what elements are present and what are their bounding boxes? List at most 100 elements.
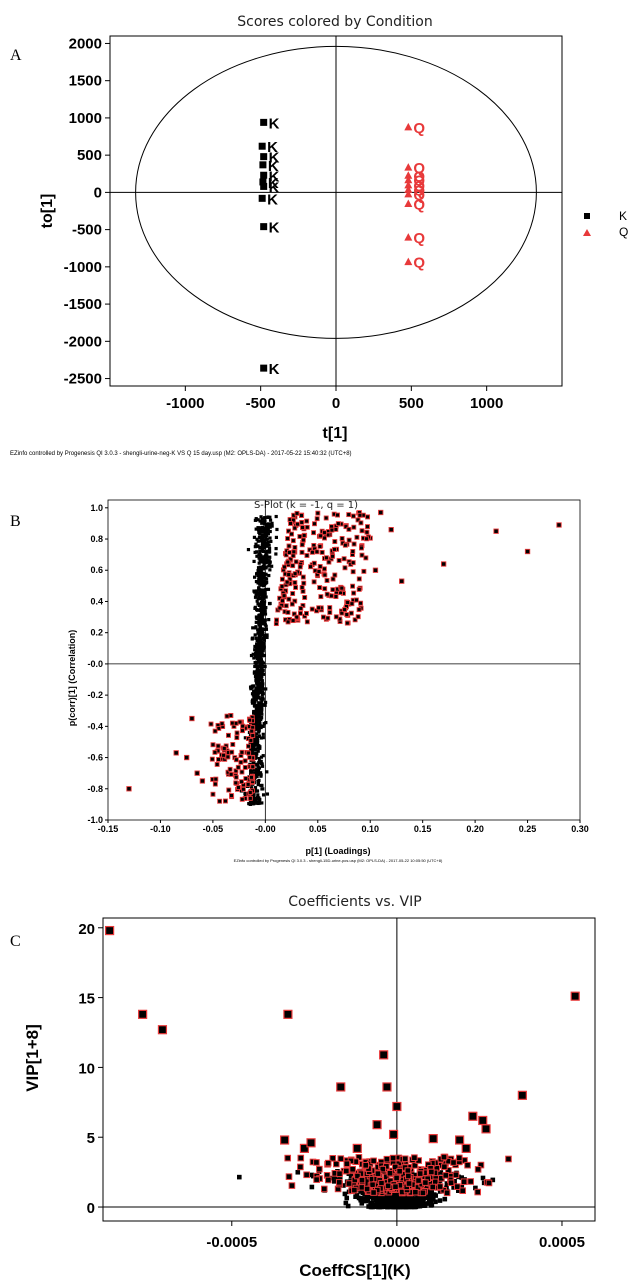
y-tick-label-a: 0 bbox=[94, 184, 102, 201]
variable-point-core bbox=[260, 764, 265, 768]
variable-point-core bbox=[255, 763, 259, 767]
labeled-variable-point bbox=[468, 1111, 478, 1121]
significant-variable-point bbox=[411, 1154, 418, 1161]
significant-variable-point bbox=[355, 517, 361, 523]
labeled-variable-point bbox=[372, 1120, 382, 1130]
significant-variable-point bbox=[216, 725, 222, 731]
variable-point-core bbox=[256, 691, 260, 695]
x-tick-label-c: 0.0000 bbox=[374, 1234, 420, 1251]
point-label-q: Q bbox=[413, 173, 425, 190]
variable-point-core bbox=[268, 568, 272, 572]
labeled-variable-point bbox=[299, 1143, 310, 1153]
variable-point-core bbox=[257, 579, 261, 583]
significant-variable-point bbox=[416, 1170, 424, 1177]
y-tick-label-b: -1.0 bbox=[87, 815, 103, 825]
variable-point-core bbox=[254, 615, 259, 619]
significant-variable-point bbox=[378, 1179, 385, 1187]
variable-point-core bbox=[265, 560, 269, 564]
significant-variable-point bbox=[440, 1153, 448, 1161]
significant-variable-point bbox=[290, 517, 296, 523]
variable-point-core bbox=[260, 600, 264, 604]
labeled-variable-point bbox=[388, 1129, 399, 1140]
significant-variable-point bbox=[285, 619, 291, 625]
variable-point-core bbox=[259, 710, 263, 714]
variable-point-core bbox=[252, 671, 257, 675]
significant-variable-point bbox=[364, 529, 370, 535]
point-label-q: Q bbox=[413, 197, 425, 214]
significant-variable-point bbox=[374, 1170, 382, 1177]
variable-point-core bbox=[259, 654, 263, 658]
significant-variable-point bbox=[250, 764, 256, 770]
significant-variable-point bbox=[215, 743, 221, 749]
significant-variable-point bbox=[294, 614, 300, 620]
significant-variable-point bbox=[225, 754, 231, 760]
point-q bbox=[404, 185, 413, 193]
significant-variable-point bbox=[309, 549, 315, 555]
significant-variable-point bbox=[293, 585, 299, 590]
variable-point-core bbox=[259, 724, 263, 728]
variable-point-core bbox=[456, 1188, 461, 1194]
significant-variable-point bbox=[412, 1188, 419, 1196]
outlier-variable-point bbox=[399, 578, 405, 584]
points-c bbox=[105, 925, 580, 1210]
variable-point-core bbox=[251, 626, 255, 630]
variable-point-core bbox=[420, 1203, 426, 1208]
variable-point-core bbox=[261, 654, 265, 658]
y-tick-label-b: -0.8 bbox=[87, 784, 103, 794]
significant-variable-point bbox=[354, 534, 360, 540]
variable-point-core bbox=[255, 669, 260, 673]
variable-point-core bbox=[254, 755, 258, 759]
variable-point-core bbox=[258, 683, 262, 687]
point-label-q: Q bbox=[413, 178, 425, 195]
significant-variable-point bbox=[456, 1154, 463, 1162]
significant-variable-point bbox=[210, 742, 216, 748]
variable-point-core bbox=[262, 647, 266, 651]
variable-point-core bbox=[274, 535, 279, 539]
significant-variable-point bbox=[233, 780, 239, 786]
variable-point-core bbox=[260, 606, 264, 610]
variable-point-core bbox=[260, 661, 264, 666]
point-label-k: K bbox=[269, 179, 280, 196]
variable-point-core bbox=[252, 701, 256, 705]
variable-point-core bbox=[258, 555, 263, 559]
significant-variable-point bbox=[354, 1172, 361, 1180]
variable-point-core bbox=[391, 1199, 397, 1205]
significant-variable-point bbox=[235, 764, 241, 770]
variable-point-core bbox=[451, 1185, 456, 1190]
significant-variable-point bbox=[240, 786, 246, 792]
significant-variable-point bbox=[319, 549, 325, 555]
variable-point-core bbox=[265, 526, 270, 530]
significant-variable-point bbox=[247, 795, 253, 801]
variable-point-core bbox=[256, 544, 260, 548]
variable-point-core bbox=[490, 1177, 496, 1183]
variable-point-core bbox=[264, 595, 268, 599]
variable-point-core bbox=[262, 638, 266, 642]
variable-point-core bbox=[261, 545, 265, 549]
variable-point-core bbox=[254, 572, 259, 576]
variable-point-core bbox=[267, 523, 272, 527]
variable-point-core bbox=[429, 1202, 435, 1208]
significant-variable-point bbox=[485, 1179, 493, 1187]
significant-variable-point bbox=[233, 757, 239, 763]
variable-point-core bbox=[251, 748, 255, 752]
variable-point-core bbox=[257, 630, 261, 634]
significant-variable-point bbox=[356, 586, 362, 592]
y-axis-label-c: VIP[1+8] bbox=[23, 1024, 42, 1092]
variable-point-core bbox=[343, 1200, 349, 1206]
variable-point-core bbox=[268, 560, 272, 564]
labeled-variable-point bbox=[478, 1115, 488, 1126]
plot-frame-b bbox=[107, 499, 581, 821]
significant-variable-point bbox=[351, 590, 357, 596]
outlier-variable-point bbox=[173, 750, 179, 756]
variable-point-core bbox=[421, 1196, 426, 1201]
variable-point-core bbox=[373, 1195, 378, 1200]
significant-variable-point bbox=[328, 593, 334, 599]
point-label-k: K bbox=[268, 158, 279, 175]
significant-variable-point bbox=[303, 1171, 310, 1179]
chart-title-c: Coefficients vs. VIP bbox=[288, 894, 421, 910]
variable-point-core bbox=[358, 1197, 364, 1203]
significant-variable-point bbox=[212, 749, 218, 755]
variable-point-core bbox=[256, 780, 260, 784]
point-k bbox=[258, 142, 266, 150]
variable-point-core bbox=[258, 637, 262, 641]
